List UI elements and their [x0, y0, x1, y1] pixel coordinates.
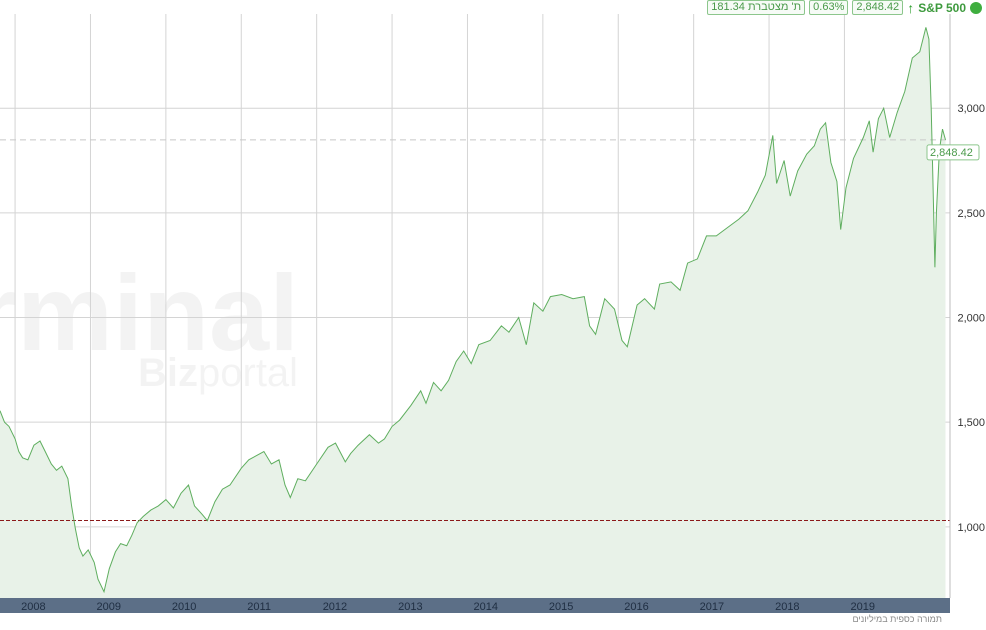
x-tick-label: 2014: [473, 601, 497, 613]
series-line: [0, 27, 946, 594]
last-value-badge-box: [926, 144, 980, 161]
x-tick-label: 2019: [850, 601, 874, 613]
watermark-logo-text: Bizportal: [138, 351, 298, 395]
cumulative-value: 181.34: [711, 1, 745, 13]
last-value-label: 2,848.42: [930, 147, 973, 159]
change-percent-chip: 0.63%: [809, 0, 849, 15]
x-axis-bar: [0, 598, 950, 613]
watermark-text: rminal: [0, 252, 299, 373]
cumulative-label: ת' מצטברת: [747, 1, 802, 13]
last-price-chip: 2,848.42: [852, 0, 904, 15]
x-tick-label: 2018: [775, 601, 799, 613]
ticker-header: 181.34 ת' מצטברת 0.63% 2,848.42 ↑ S&P 50…: [707, 0, 982, 15]
index-name[interactable]: S&P 500: [918, 0, 966, 15]
x-tick-label: 2009: [97, 601, 121, 613]
watermark: rminal Bizportal: [0, 252, 299, 395]
y-tick-label: 2,000: [957, 313, 985, 325]
y-axis-labels: 1,000 1,500 2,000 2,500 3,000: [957, 103, 985, 534]
y-tick-label: 1,000: [957, 522, 985, 534]
x-tick-label: 2017: [700, 601, 724, 613]
last-value-badge: 2,848.42: [926, 144, 980, 161]
x-tick-label: 2013: [398, 601, 422, 613]
footnote: תמורה כספית במיליונים: [852, 614, 943, 624]
x-tick-label: 2012: [323, 601, 347, 613]
y-tick-label: 2,500: [957, 208, 985, 220]
x-tick-label: 2011: [247, 601, 271, 613]
x-axis-labels: 2008 2009 2010 2011 2012 2013 2014 2015 2016 2017…: [21, 601, 875, 613]
status-dot-icon: [970, 1, 982, 14]
x-tick-label: 2016: [624, 601, 648, 613]
watermark-logo-bold: Biz: [138, 351, 198, 395]
watermark-logo-light: portal: [198, 351, 298, 395]
x-tick-label: 2010: [172, 601, 196, 613]
cumulative-chip: 181.34 ת' מצטברת: [707, 0, 806, 15]
y-tick-label: 3,000: [957, 103, 985, 115]
arrow-up-icon: ↑: [907, 0, 915, 16]
x-tick-label: 2008: [21, 601, 45, 613]
series-area-fill: [0, 27, 946, 598]
y-tick-label: 1,500: [957, 417, 985, 429]
x-tick-label: 2015: [549, 601, 573, 613]
